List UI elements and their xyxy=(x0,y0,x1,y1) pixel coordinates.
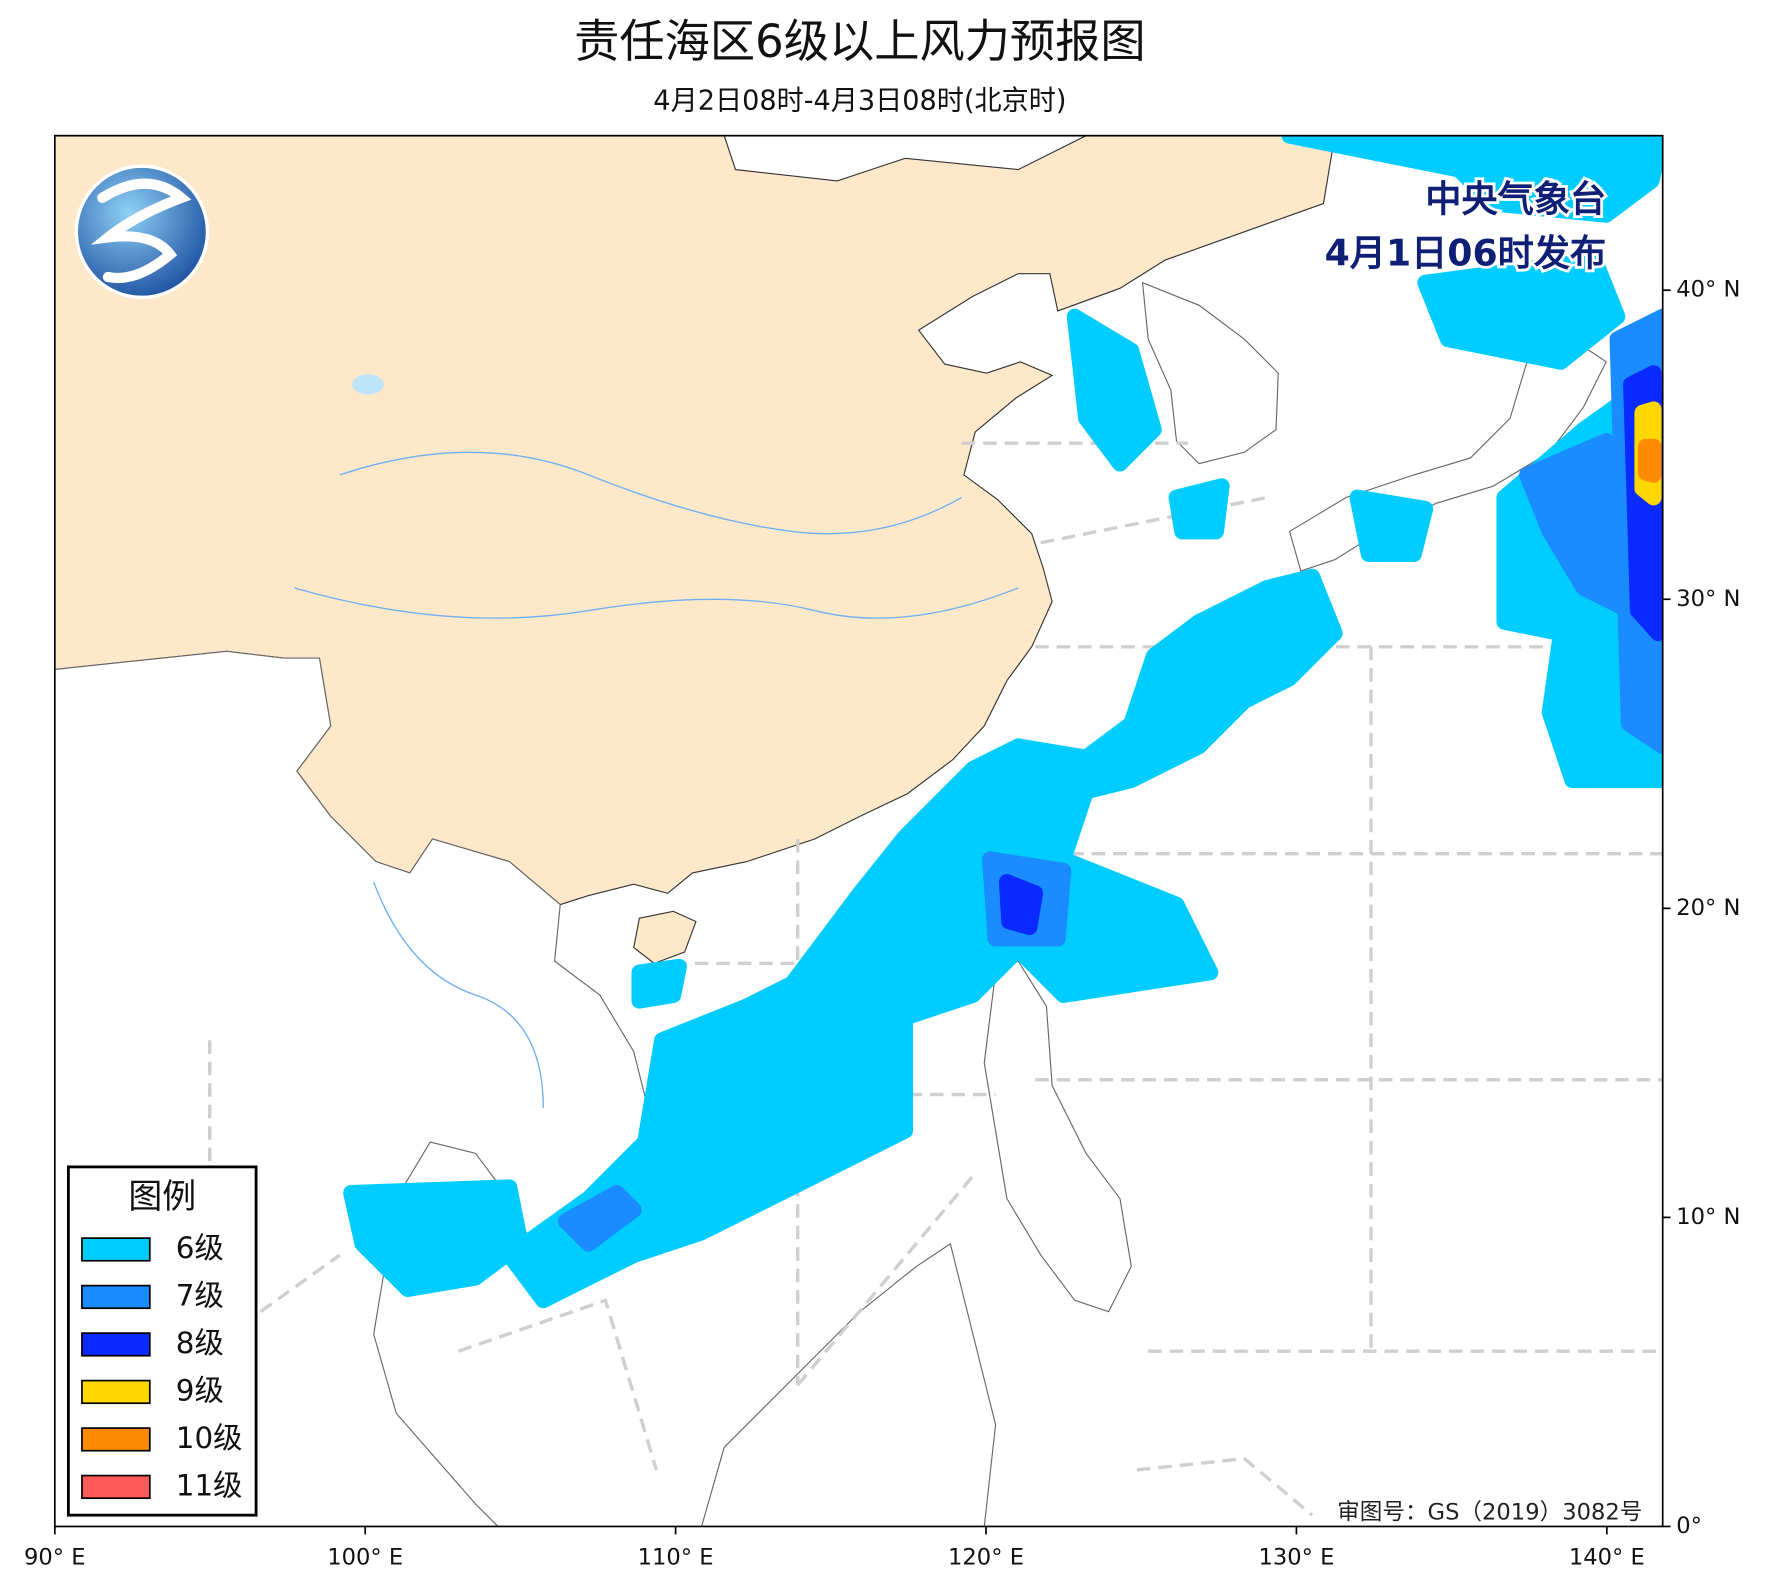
legend: 图例 6级 7级 8级 9级 10级 11级 xyxy=(66,1165,258,1517)
legend-swatch xyxy=(81,1474,151,1500)
wind-area xyxy=(557,308,1663,1252)
x-tick-label: 140° E xyxy=(1569,1545,1645,1571)
issue-time: 4月1日06时发布 xyxy=(1325,232,1607,275)
wind-area xyxy=(1637,438,1662,483)
wind-area xyxy=(998,365,1663,936)
map-frame xyxy=(53,134,1664,1528)
x-tick-label: 110° E xyxy=(638,1545,714,1571)
issuer-name: 中央气象台 xyxy=(1425,177,1606,220)
legend-title: 图例 xyxy=(128,1177,196,1216)
x-tick-label: 90° E xyxy=(24,1545,86,1571)
y-tick-label: 20° N xyxy=(1676,895,1740,921)
y-tick-label: 0° xyxy=(1676,1513,1702,1539)
legend-label: 9级 xyxy=(176,1373,224,1407)
legend-swatch xyxy=(81,1284,151,1310)
y-tick-label: 30° N xyxy=(1676,586,1740,612)
approval-number: 审图号：GS（2019）3082号 xyxy=(1337,1499,1642,1525)
borneo xyxy=(700,1242,997,1527)
wind-area xyxy=(343,135,1663,1309)
korea xyxy=(1141,281,1279,465)
y-tick-label: 10° N xyxy=(1676,1204,1740,1230)
legend-label: 10级 xyxy=(176,1421,243,1455)
subtitle: 4月2日08时-4月3日08时(北京时) xyxy=(653,85,1066,116)
map-area xyxy=(54,135,1663,1527)
x-tick-label: 120° E xyxy=(948,1545,1024,1571)
legend-swatch xyxy=(81,1332,151,1357)
legend-label: 11级 xyxy=(176,1468,243,1502)
legend-swatch xyxy=(81,1427,151,1452)
axes: 90° E 100° E 110° E 120° E 130° E 140° E 0° 10°… xyxy=(24,277,1740,1571)
logo xyxy=(74,164,210,300)
legend-swatch xyxy=(81,1379,151,1405)
river xyxy=(339,451,962,535)
legend-label: 6级 xyxy=(176,1231,224,1265)
river xyxy=(373,881,544,1109)
lake xyxy=(352,374,384,395)
legend-swatch xyxy=(81,1237,151,1262)
y-tick-label: 40° N xyxy=(1676,277,1740,303)
legend-label: 7级 xyxy=(176,1278,224,1312)
legend-label: 8级 xyxy=(176,1326,224,1360)
title: 责任海区6级以上风力预报图 xyxy=(574,15,1145,68)
x-tick-label: 100° E xyxy=(327,1545,403,1571)
x-tick-label: 130° E xyxy=(1258,1545,1334,1571)
river xyxy=(294,587,1019,619)
philippines xyxy=(983,960,1132,1313)
hainan xyxy=(633,910,697,965)
